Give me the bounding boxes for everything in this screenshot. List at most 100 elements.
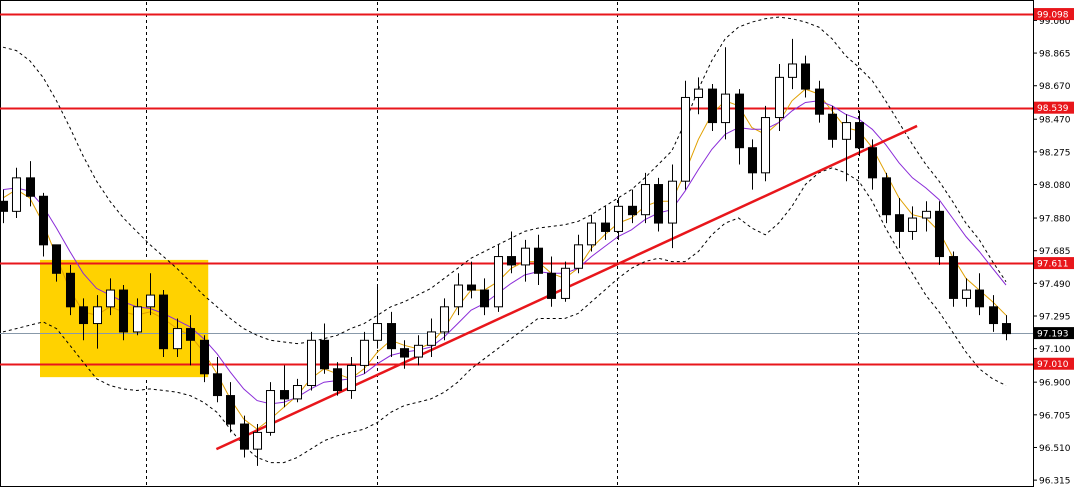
current-price-label-text: 97.193: [1037, 330, 1069, 340]
candle-body-up: [105, 289, 116, 308]
candle: [974, 273, 985, 316]
candle-body-down: [600, 222, 611, 232]
candle: [546, 256, 557, 307]
axis-tick-label: 98.080: [1039, 181, 1071, 191]
candle: [814, 80, 825, 123]
axis-tick-label: 96.315: [1039, 477, 1071, 487]
level-label-bg: [1034, 8, 1074, 21]
candle-body-down: [466, 284, 477, 291]
candle-body-down: [0, 200, 9, 212]
candle-body-up: [907, 217, 918, 232]
candle: [841, 114, 852, 182]
candle-body-down: [546, 272, 557, 299]
candle-body-up: [145, 294, 156, 308]
candle-body-up: [493, 256, 504, 308]
candle: [279, 365, 290, 408]
candle-body-down: [225, 395, 236, 425]
candle-body-down: [934, 210, 945, 258]
candle: [212, 357, 223, 403]
candle: [533, 234, 544, 286]
candle: [319, 323, 330, 374]
candle-body-down: [734, 93, 745, 149]
level-label-text: 97.010: [1037, 360, 1069, 370]
moving-average: [2, 88, 1007, 430]
candle-body-down: [399, 348, 410, 358]
candle-body-up: [774, 76, 785, 119]
candle: [948, 251, 959, 307]
candle: [707, 84, 718, 131]
candle: [118, 285, 129, 341]
axis-tick-label: 98.275: [1039, 148, 1071, 158]
candle-body-down: [212, 373, 223, 397]
candle: [520, 239, 531, 282]
candle-body-up: [265, 390, 276, 433]
candle: [560, 261, 571, 302]
candle-body-up: [961, 289, 972, 299]
candle: [586, 214, 597, 252]
candle: [747, 139, 758, 190]
candle-body-down: [279, 390, 290, 400]
axis-tick-label: 97.685: [1039, 247, 1071, 257]
candle-body-up: [921, 210, 932, 219]
candle: [25, 161, 36, 207]
candle-body-up: [92, 306, 103, 325]
candle-body-up: [172, 328, 183, 350]
candle-body-up: [11, 177, 22, 212]
candle-body-down: [239, 423, 250, 450]
current-price-label-bg: [1034, 327, 1074, 340]
candle: [92, 295, 103, 349]
candle-body-down: [38, 195, 49, 246]
candle: [199, 335, 210, 383]
candle-body-up: [372, 323, 383, 341]
candle-body-down: [479, 289, 490, 308]
candle-body-down: [386, 323, 397, 350]
moving-average: [2, 100, 1007, 405]
candle: [627, 189, 638, 224]
candle-body-up: [439, 306, 450, 333]
axis-tick-label: 98.470: [1039, 116, 1071, 126]
candle: [11, 167, 22, 219]
candle: [881, 172, 892, 224]
candle: [894, 197, 905, 249]
candle-body-down: [854, 122, 865, 149]
candle: [827, 105, 838, 148]
candle-body-down: [65, 272, 76, 308]
current-price-label: 97.193: [1034, 327, 1074, 340]
candle: [439, 298, 450, 341]
plot-frame: [0, 0, 1034, 487]
candle: [680, 80, 691, 190]
candle: [239, 415, 250, 458]
level-label-text: 99.098: [1037, 11, 1069, 21]
candle: [38, 192, 49, 257]
candle: [800, 55, 811, 98]
candle-body-down: [118, 289, 129, 333]
horizontal-levels: [0, 13, 1033, 366]
axis-tick-label: 97.880: [1039, 215, 1071, 225]
candle: [78, 298, 89, 341]
candle-body-up: [252, 431, 263, 450]
candle: [921, 201, 932, 232]
level-label-text: 97.611: [1037, 260, 1069, 270]
candle: [734, 89, 745, 165]
candle: [1001, 315, 1012, 341]
candle-body-up: [680, 96, 691, 182]
candle-body-up: [693, 88, 704, 98]
level-label-bg: [1034, 357, 1074, 370]
candle: [493, 244, 504, 312]
candle-body-up: [520, 247, 531, 266]
candles: [0, 38, 1012, 466]
candle: [292, 378, 303, 403]
price-axis: 99.060 98.865 98.670 98.470 98.275 98.080 97.8…: [1033, 17, 1071, 487]
axis-tick-label: 97.490: [1039, 280, 1071, 290]
candle-body-down: [199, 339, 210, 375]
candle: [65, 264, 76, 316]
candle: [667, 164, 678, 249]
candle: [386, 311, 397, 358]
axis-tick-label: 96.705: [1039, 411, 1071, 421]
candle: [372, 285, 383, 349]
candle-body-down: [948, 256, 959, 299]
level-label-bg: [1034, 257, 1074, 270]
candle-body-up: [573, 244, 584, 269]
